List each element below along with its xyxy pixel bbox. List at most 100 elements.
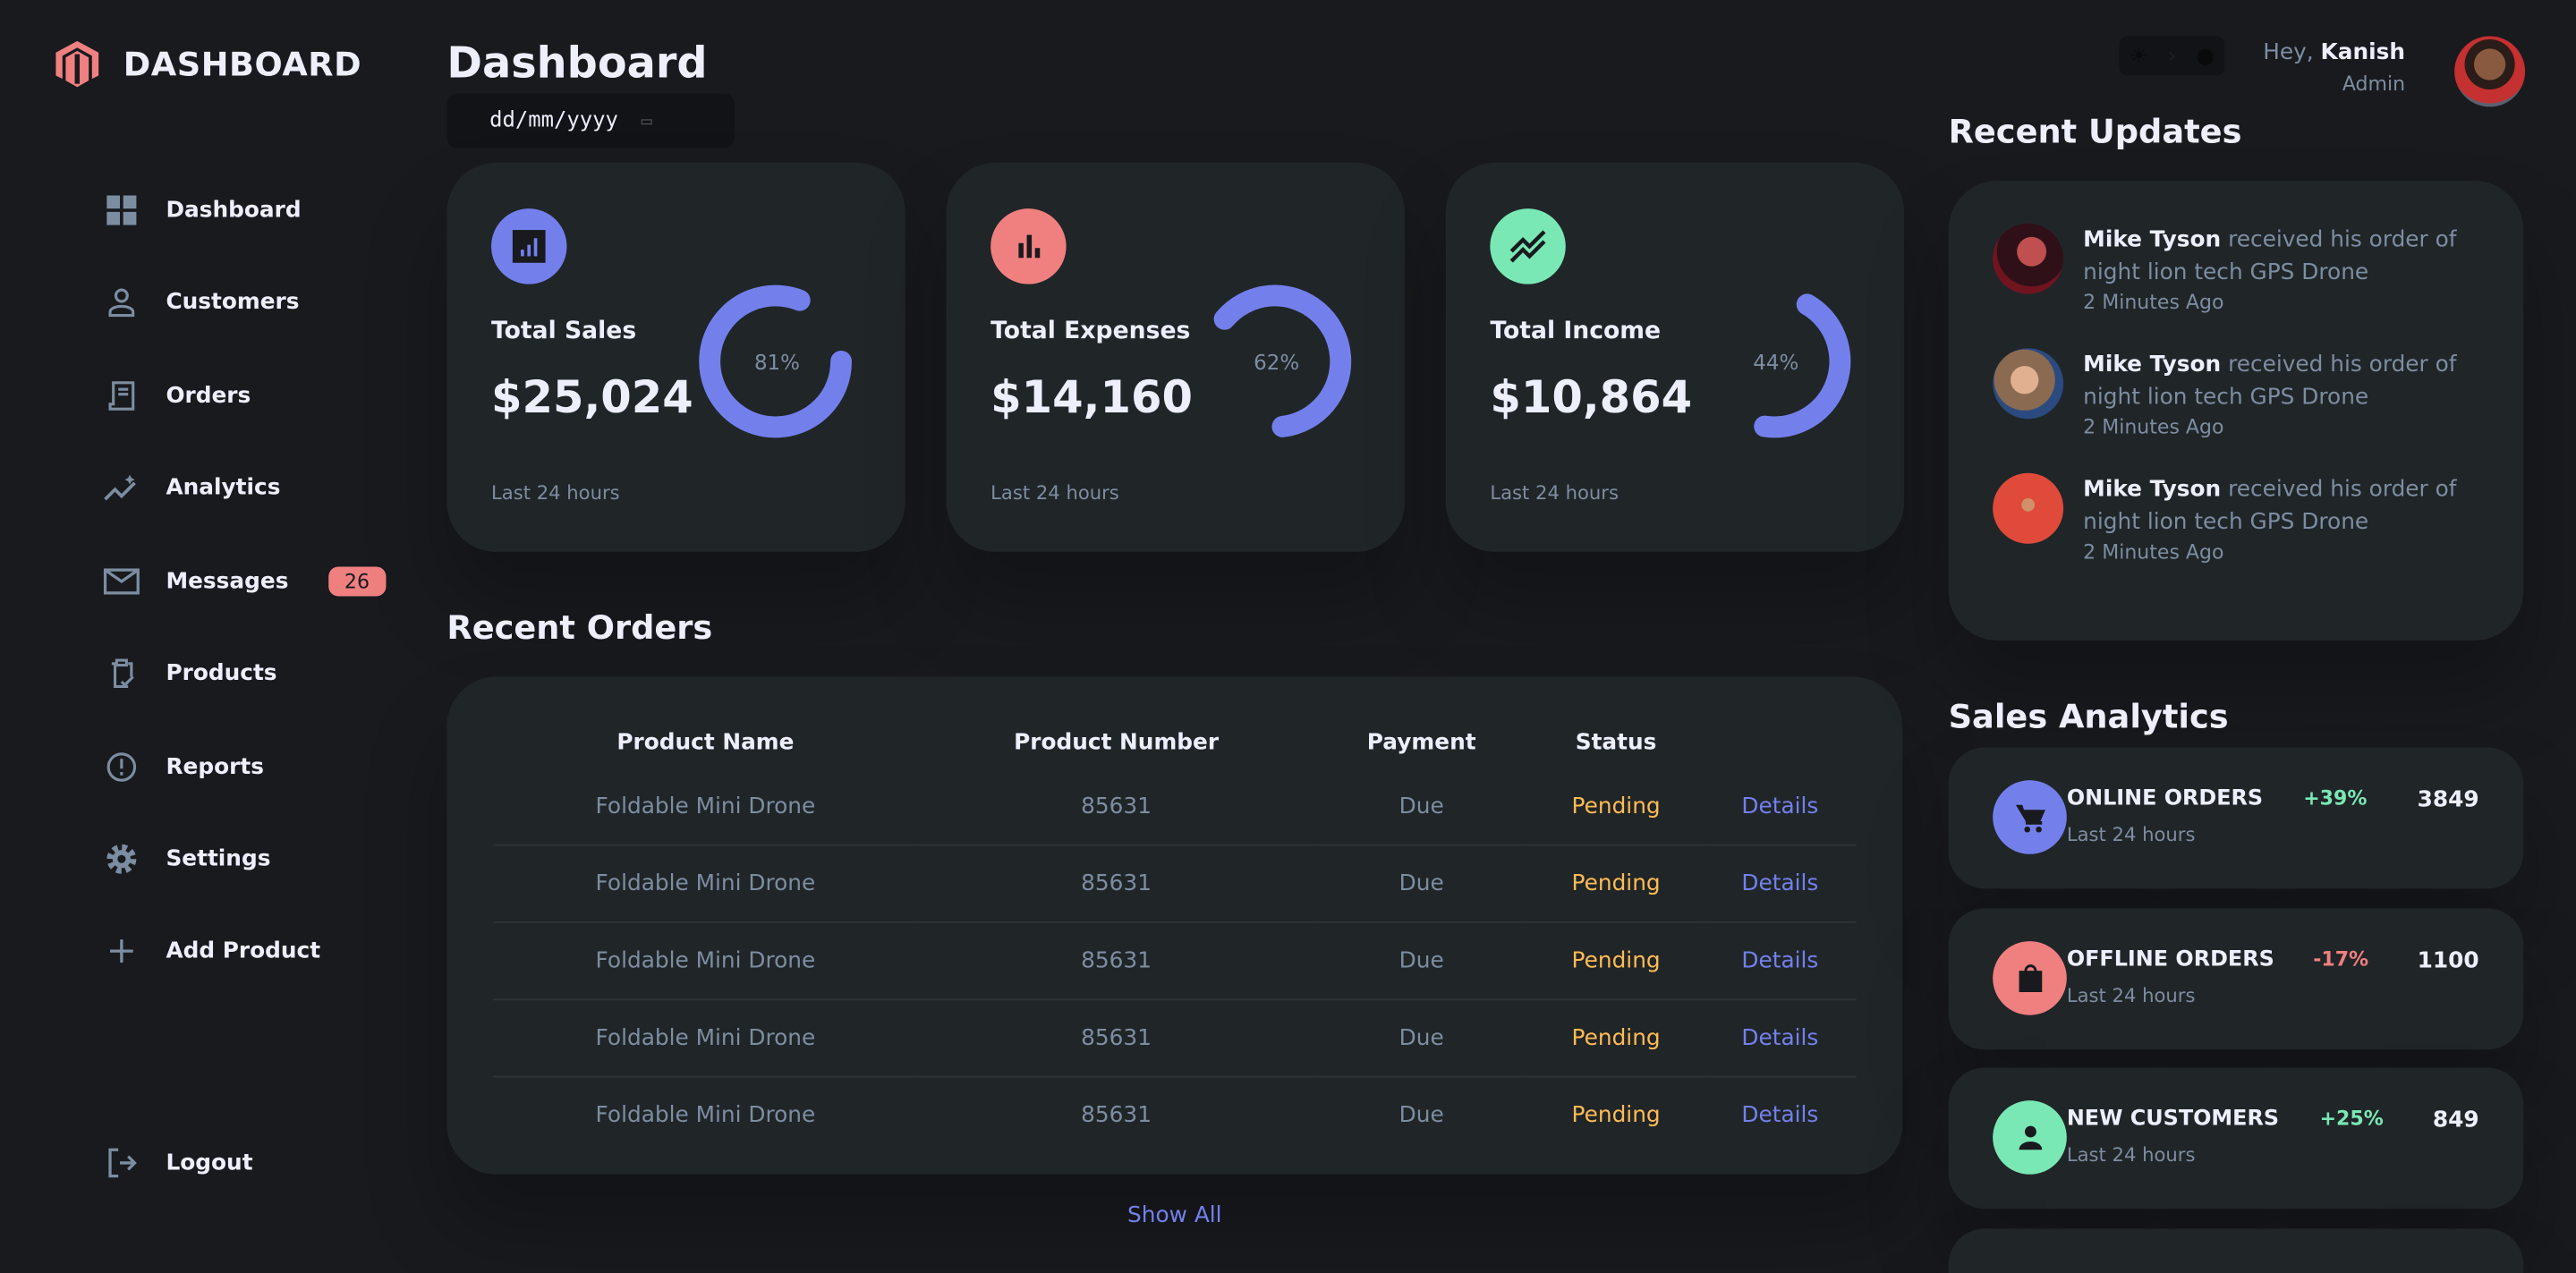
column-header [1704, 717, 1857, 769]
update-avatar [1993, 472, 2064, 544]
profile-avatar[interactable] [2454, 36, 2526, 107]
details-link[interactable]: Details [1741, 1102, 1819, 1129]
progress-arc [1198, 284, 1352, 438]
sidebar-item-orders[interactable]: Orders [102, 376, 251, 415]
brand-title: DASHBOARD [123, 44, 362, 84]
sidebar-item-dashboard[interactable]: Dashboard [102, 191, 302, 230]
product-number: 85631 [917, 844, 1315, 923]
calendar-icon[interactable]: ▭ [641, 110, 652, 132]
sidebar-item-analytics[interactable]: Analytics [102, 468, 281, 507]
payment: Due [1314, 999, 1529, 1078]
brand-logo[interactable]: DASHBOARD [55, 39, 362, 89]
date-input[interactable]: dd/mm/yyyy ▭ [446, 93, 735, 149]
column-header: Product Number [1014, 729, 1220, 756]
update-text: received his order of night lion tech GP… [2083, 226, 2457, 286]
analytics-name: ONLINE ORDERS [2066, 786, 2264, 812]
status: Pending [1528, 768, 1704, 846]
chevron-right-icon: › [2167, 43, 2177, 69]
progress-ring [1198, 284, 1352, 438]
sidebar-item-settings[interactable]: Settings [102, 839, 270, 878]
product-name: Foldable Mini Drone [595, 1102, 816, 1129]
payment: Due [1314, 768, 1529, 846]
moon-icon[interactable]: ● [2196, 43, 2215, 69]
analytics-subtitle: Last 24 hours [2066, 982, 2196, 1006]
analytics-subtitle: Last 24 hours [2066, 822, 2196, 846]
product-name: Foldable Mini Drone [492, 768, 918, 846]
add-product-card[interactable] [1948, 1228, 2524, 1273]
details-link[interactable]: Details [1703, 844, 1857, 923]
page-title: Dashboard [446, 39, 708, 89]
kpi-card-total-income: Total Income $10,864 44% Last 24 hours [1445, 162, 1905, 552]
report-icon [102, 747, 141, 786]
analytics-subtitle: Last 24 hours [2066, 1142, 2196, 1167]
kpi-subtitle: Last 24 hours [990, 480, 1119, 505]
analytics-value: 1100 [2417, 946, 2479, 973]
insights-icon [102, 468, 141, 507]
update-time: 2 Minutes Ago [2083, 540, 2224, 564]
show-all-link[interactable]: Show All [1127, 1202, 1222, 1229]
table-row: Foldable Mini Drone 85631 Due Pending Detail… [492, 768, 1857, 846]
progress-ring [699, 284, 853, 438]
person-icon [102, 283, 141, 322]
kpi-percent: 81% [753, 350, 800, 375]
cart-icon [1993, 780, 2067, 854]
payment: Due [1399, 1102, 1444, 1129]
update-name: Mike Tyson [2083, 351, 2222, 378]
details-link[interactable]: Details [1703, 768, 1857, 846]
theme-toggler[interactable]: ☀ › ● [2119, 36, 2225, 76]
update-item: Mike Tyson received his order of night l… [1993, 472, 2461, 564]
sun-icon[interactable]: ☀ [2129, 43, 2148, 69]
chart-icon [490, 208, 567, 284]
column-header: Status [1575, 729, 1657, 756]
sidebar-item-reports[interactable]: Reports [102, 747, 264, 786]
progress-arc [1697, 284, 1851, 438]
kpi-percent: 44% [1753, 350, 1799, 375]
update-time: 2 Minutes Ago [2083, 290, 2224, 314]
stocks-icon [1490, 208, 1566, 284]
product-name: Foldable Mini Drone [492, 921, 918, 1001]
details-link[interactable]: Details [1703, 921, 1857, 1001]
mail-icon [102, 562, 141, 601]
analytics-name: OFFLINE ORDERS [2066, 946, 2274, 972]
sidebar-item-add-product[interactable]: Add Product [102, 931, 320, 971]
product-number: 85631 [1081, 1102, 1152, 1129]
payment: Due [1314, 844, 1529, 923]
analytics-card-online-orders: ONLINE ORDERS Last 24 hours +39% 3849 [1948, 747, 2524, 889]
product-name: Foldable Mini Drone [492, 999, 918, 1078]
person-icon [1993, 1100, 2067, 1175]
sidebar-item-label: Dashboard [166, 197, 302, 224]
update-avatar [1993, 348, 2064, 420]
analytics-change: +25% [2319, 1107, 2384, 1131]
receipt-icon [102, 376, 141, 415]
sidebar-item-label: Analytics [166, 474, 281, 502]
sidebar-item-label: Logout [166, 1150, 253, 1176]
update-name: Mike Tyson [2083, 476, 2222, 503]
kpi-value: $10,864 [1490, 372, 1693, 424]
analytics-change: +39% [2303, 786, 2368, 810]
orders-table: Product Name Product Number Payment Status … [492, 717, 1857, 1153]
sidebar-item-label: Add Product [166, 938, 321, 964]
sidebar-item-products[interactable]: Products [102, 654, 277, 693]
logo-icon [55, 40, 99, 88]
details-link[interactable]: Details [1703, 999, 1857, 1078]
analytics-change: -17% [2313, 946, 2369, 971]
user-name: Kanish [2320, 39, 2406, 66]
product-number: 85631 [917, 999, 1315, 1078]
sidebar-item-messages[interactable]: Messages 26 [102, 562, 387, 601]
update-time: 2 Minutes Ago [2083, 415, 2224, 439]
sidebar-item-logout[interactable]: Logout [102, 1143, 253, 1183]
analytics-card-offline-orders: OFFLINE ORDERS Last 24 hours -17% 1100 [1948, 907, 2524, 1049]
kpi-title: Total Sales [490, 318, 637, 345]
profile-info: Hey, Kanish Admin [2263, 39, 2405, 95]
shopping-bag-icon [1993, 940, 2067, 1014]
kpi-value: $14,160 [990, 372, 1193, 424]
grid-icon [102, 191, 141, 230]
payment: Due [1314, 921, 1529, 1001]
update-name: Mike Tyson [2083, 226, 2222, 253]
bar-chart-icon [990, 208, 1067, 284]
column-header: Product Name [616, 729, 795, 756]
sidebar-item-customers[interactable]: Customers [102, 283, 300, 322]
status: Pending [1571, 1102, 1661, 1129]
recent-updates-card: Mike Tyson received his order of night l… [1948, 180, 2524, 641]
